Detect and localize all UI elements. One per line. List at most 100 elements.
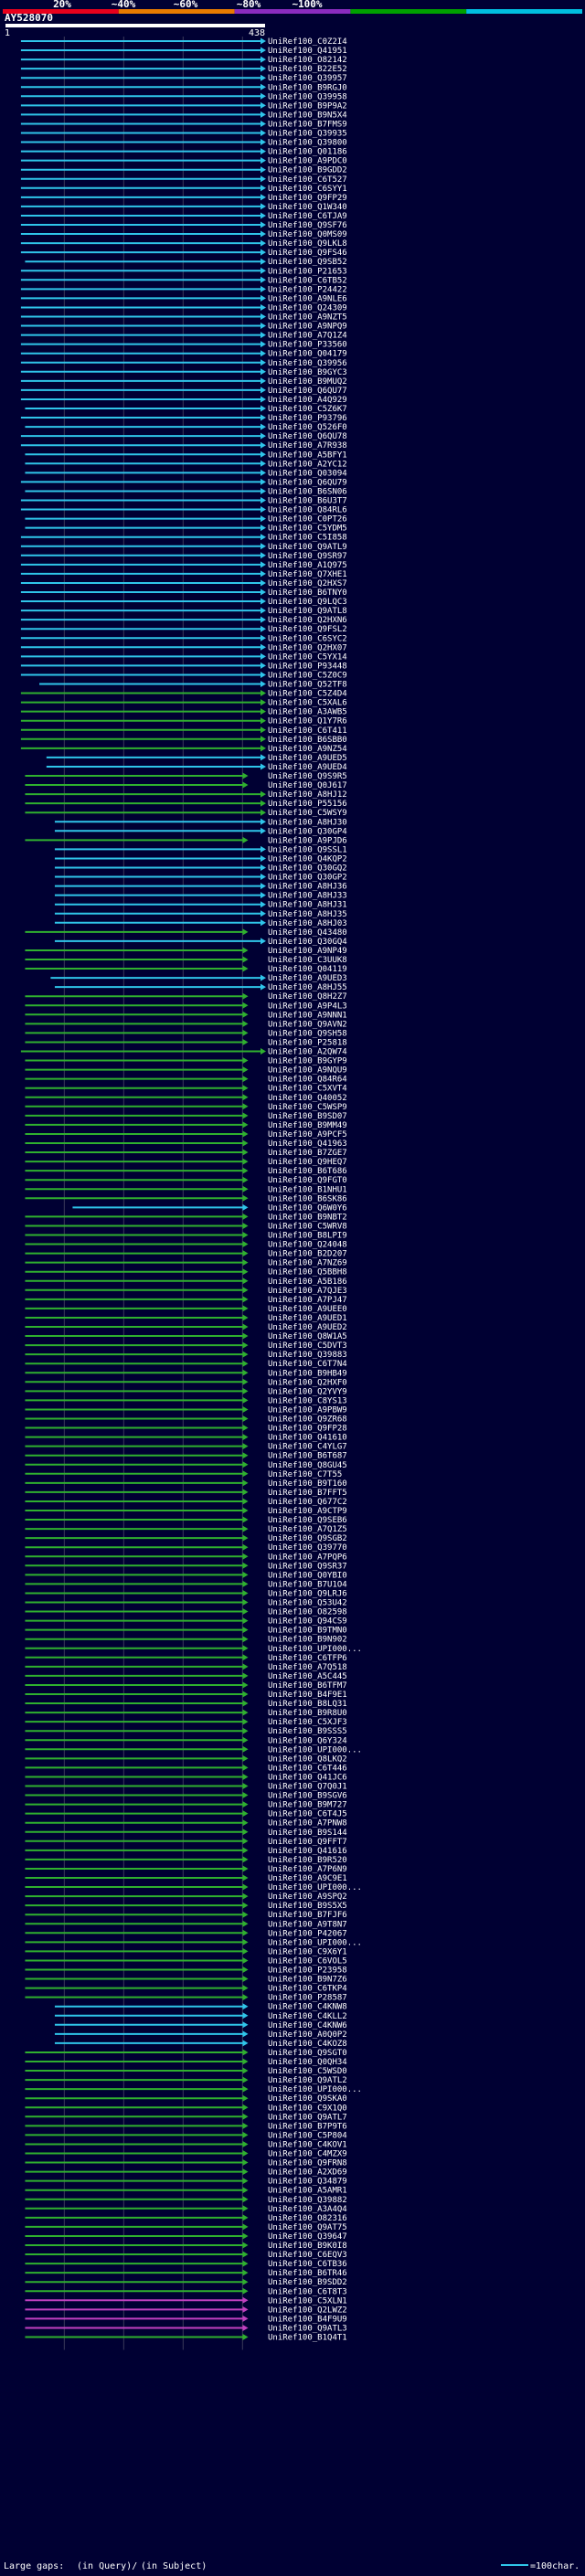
hit-row[interactable]: UniRef100_Q24309 bbox=[20, 303, 347, 313]
hit-row[interactable]: UniRef100_A9NP49 bbox=[25, 947, 347, 956]
hit-row[interactable]: UniRef100_P24422 bbox=[20, 285, 347, 294]
hit-row[interactable]: UniRef100_Q9HEQ7 bbox=[25, 1158, 347, 1167]
hit-row[interactable]: UniRef100_A1Q975 bbox=[20, 561, 347, 570]
hit-row[interactable]: UniRef100_Q9SGT0 bbox=[25, 2049, 347, 2058]
hit-label[interactable]: UniRef100_Q4KQP2 bbox=[268, 854, 347, 864]
hit-row[interactable]: UniRef100_A9PJD6 bbox=[25, 836, 347, 845]
hit-row[interactable]: UniRef100_C5WSY9 bbox=[25, 809, 347, 818]
hit-label[interactable]: UniRef100_Q9SEB6 bbox=[268, 1516, 347, 1525]
hit-row[interactable]: UniRef100_A9PBW9 bbox=[25, 1405, 347, 1415]
hit-label[interactable]: UniRef100_C5DVT3 bbox=[268, 1341, 347, 1351]
hit-label[interactable]: UniRef100_Q30GP2 bbox=[268, 874, 347, 883]
hit-row[interactable]: UniRef100_B8LQ31 bbox=[25, 1700, 347, 1709]
hit-label[interactable]: UniRef100_Q9FS46 bbox=[268, 249, 347, 258]
hit-label[interactable]: UniRef100_P23958 bbox=[268, 1966, 347, 1976]
hit-label[interactable]: UniRef100_Q2LWZ2 bbox=[268, 2306, 347, 2315]
hit-row[interactable]: UniRef100_C7T55 bbox=[25, 1470, 342, 1479]
hit-label[interactable]: UniRef100_Q39958 bbox=[268, 92, 347, 101]
hit-label[interactable]: UniRef100_Q0J617 bbox=[268, 781, 347, 790]
hit-label[interactable]: UniRef100_B9MM49 bbox=[268, 1121, 347, 1130]
hit-row[interactable]: UniRef100_Q03094 bbox=[25, 469, 347, 478]
hit-label[interactable]: UniRef100_B9SGV6 bbox=[268, 1792, 347, 1801]
hit-label[interactable]: UniRef100_Q34879 bbox=[268, 2178, 347, 2187]
hit-label[interactable]: UniRef100_A7P6N9 bbox=[268, 1865, 347, 1874]
hit-row[interactable]: UniRef100_Q2HX07 bbox=[20, 643, 347, 652]
hit-label[interactable]: UniRef100_P93448 bbox=[268, 662, 347, 671]
hit-row[interactable]: UniRef100_B9SDD2 bbox=[25, 2278, 347, 2287]
hit-label[interactable]: UniRef100_Q526F0 bbox=[268, 423, 347, 432]
hit-row[interactable]: UniRef100_B4F9U9 bbox=[25, 2315, 347, 2324]
hit-label[interactable]: UniRef100_Q9FP29 bbox=[268, 194, 347, 203]
hit-label[interactable]: UniRef100_A5AMR1 bbox=[268, 2187, 347, 2196]
hit-label[interactable]: UniRef100_C6EQV3 bbox=[268, 2251, 347, 2260]
hit-row[interactable]: UniRef100_A5AMR1 bbox=[25, 2187, 347, 2196]
hit-label[interactable]: UniRef100_A2YC12 bbox=[268, 460, 347, 469]
hit-row[interactable]: UniRef100_O82316 bbox=[25, 2214, 347, 2223]
hit-label[interactable]: UniRef100_Q8LKQ2 bbox=[268, 1754, 347, 1764]
hit-row[interactable]: UniRef100_Q1Y7R6 bbox=[20, 717, 347, 726]
hit-label[interactable]: UniRef100_A9P4L3 bbox=[268, 1002, 347, 1011]
hit-row[interactable]: UniRef100_C5DVT3 bbox=[25, 1341, 347, 1351]
hit-label[interactable]: UniRef100_A7NZ69 bbox=[268, 1259, 347, 1268]
hit-row[interactable]: UniRef100_Q41951 bbox=[20, 47, 347, 56]
hit-label[interactable]: UniRef100_C8YS13 bbox=[268, 1396, 347, 1405]
hit-label[interactable]: UniRef100_C6TFP6 bbox=[268, 1654, 347, 1663]
hit-label[interactable]: UniRef100_Q1Y7R6 bbox=[268, 717, 347, 726]
hit-label[interactable]: UniRef100_C6T4J5 bbox=[268, 1810, 347, 1819]
hit-row[interactable]: UniRef100_A9UED3 bbox=[50, 974, 347, 983]
hit-label[interactable]: UniRef100_C6SYC2 bbox=[268, 634, 347, 643]
hit-row[interactable]: UniRef100_Q9ATL9 bbox=[20, 543, 347, 552]
hit-label[interactable]: UniRef100_Q30GP4 bbox=[268, 827, 347, 836]
hit-row[interactable]: UniRef100_B1NHU1 bbox=[25, 1185, 347, 1194]
hit-row[interactable]: UniRef100_B9S5X5 bbox=[25, 1902, 347, 1911]
hit-label[interactable]: UniRef100_A5B186 bbox=[268, 1277, 347, 1287]
hit-row[interactable]: UniRef100_P21653 bbox=[20, 267, 347, 276]
hit-label[interactable]: UniRef100_B6SN06 bbox=[268, 487, 347, 496]
hit-row[interactable]: UniRef100_O82598 bbox=[25, 1608, 347, 1617]
hit-label[interactable]: UniRef100_P21653 bbox=[268, 267, 347, 276]
hit-label[interactable]: UniRef100_B8LPI9 bbox=[268, 1232, 347, 1241]
hit-label[interactable]: UniRef100_Q41610 bbox=[268, 1434, 347, 1443]
hit-label[interactable]: UniRef100_Q9ATL3 bbox=[268, 2324, 347, 2333]
hit-row[interactable]: UniRef100_Q39883 bbox=[25, 1351, 347, 1360]
hit-row[interactable]: UniRef100_B6TR46 bbox=[25, 2269, 347, 2278]
hit-row[interactable]: UniRef100_Q2HXN6 bbox=[20, 616, 347, 625]
hit-row[interactable]: UniRef100_A9UEE0 bbox=[25, 1305, 347, 1314]
hit-row[interactable]: UniRef100_B9P9A2 bbox=[20, 101, 347, 111]
hit-label[interactable]: UniRef100_A3A4Q4 bbox=[268, 2205, 347, 2214]
hit-row[interactable]: UniRef100_A3A4Q4 bbox=[25, 2205, 347, 2214]
hit-row[interactable]: UniRef100_UPI000... bbox=[25, 1938, 362, 1947]
hit-row[interactable]: UniRef100_A5BFY1 bbox=[25, 451, 347, 460]
hit-row[interactable]: UniRef100_Q9AVN2 bbox=[25, 1020, 347, 1029]
hit-row[interactable]: UniRef100_A8HJ30 bbox=[54, 818, 347, 827]
hit-label[interactable]: UniRef100_Q39935 bbox=[268, 130, 347, 139]
hit-row[interactable]: UniRef100_Q9SF76 bbox=[20, 221, 347, 230]
hit-row[interactable]: UniRef100_Q52TF8 bbox=[39, 681, 347, 690]
hit-row[interactable]: UniRef100_B1Q4T1 bbox=[25, 2334, 347, 2343]
hit-row[interactable]: UniRef100_A9C9E1 bbox=[25, 1874, 347, 1883]
hit-row[interactable]: UniRef100_A9CTP9 bbox=[25, 1507, 347, 1516]
hit-label[interactable]: UniRef100_A9SPQ2 bbox=[268, 1892, 347, 1902]
hit-row[interactable]: UniRef100_B9SSS5 bbox=[25, 1727, 347, 1736]
hit-row[interactable]: UniRef100_Q6Y324 bbox=[25, 1736, 347, 1745]
hit-row[interactable]: UniRef100_A7PQP6 bbox=[25, 1553, 347, 1562]
hit-row[interactable]: UniRef100_A7P6N9 bbox=[25, 1865, 347, 1874]
hit-row[interactable]: UniRef100_P42067 bbox=[25, 1929, 347, 1938]
hit-row[interactable]: UniRef100_Q30GQ2 bbox=[54, 864, 347, 874]
hit-row[interactable]: UniRef100_Q4KQP2 bbox=[54, 854, 347, 864]
hit-row[interactable]: UniRef100_B2D207 bbox=[25, 1250, 347, 1259]
hit-row[interactable]: UniRef100_UPI000... bbox=[25, 1645, 362, 1654]
hit-label[interactable]: UniRef100_O82142 bbox=[268, 56, 347, 65]
hit-row[interactable]: UniRef100_C4KOV1 bbox=[25, 2140, 347, 2149]
hit-label[interactable]: UniRef100_Q53U42 bbox=[268, 1599, 347, 1608]
hit-label[interactable]: UniRef100_Q52TF8 bbox=[268, 681, 347, 690]
hit-row[interactable]: UniRef100_A7PNW8 bbox=[25, 1819, 347, 1829]
hit-label[interactable]: UniRef100_Q41JC6 bbox=[268, 1773, 347, 1782]
hit-row[interactable]: UniRef100_A7Q518 bbox=[25, 1663, 347, 1672]
hit-row[interactable]: UniRef100_Q8LKQ2 bbox=[25, 1754, 347, 1764]
hit-row[interactable]: UniRef100_Q04119 bbox=[25, 965, 347, 974]
hit-label[interactable]: UniRef100_Q40052 bbox=[268, 1094, 347, 1103]
hit-label[interactable]: UniRef100_O82316 bbox=[268, 2214, 347, 2223]
hit-row[interactable]: UniRef100_A8HJ36 bbox=[54, 883, 347, 892]
hit-label[interactable]: UniRef100_C5XJF3 bbox=[268, 1718, 347, 1727]
